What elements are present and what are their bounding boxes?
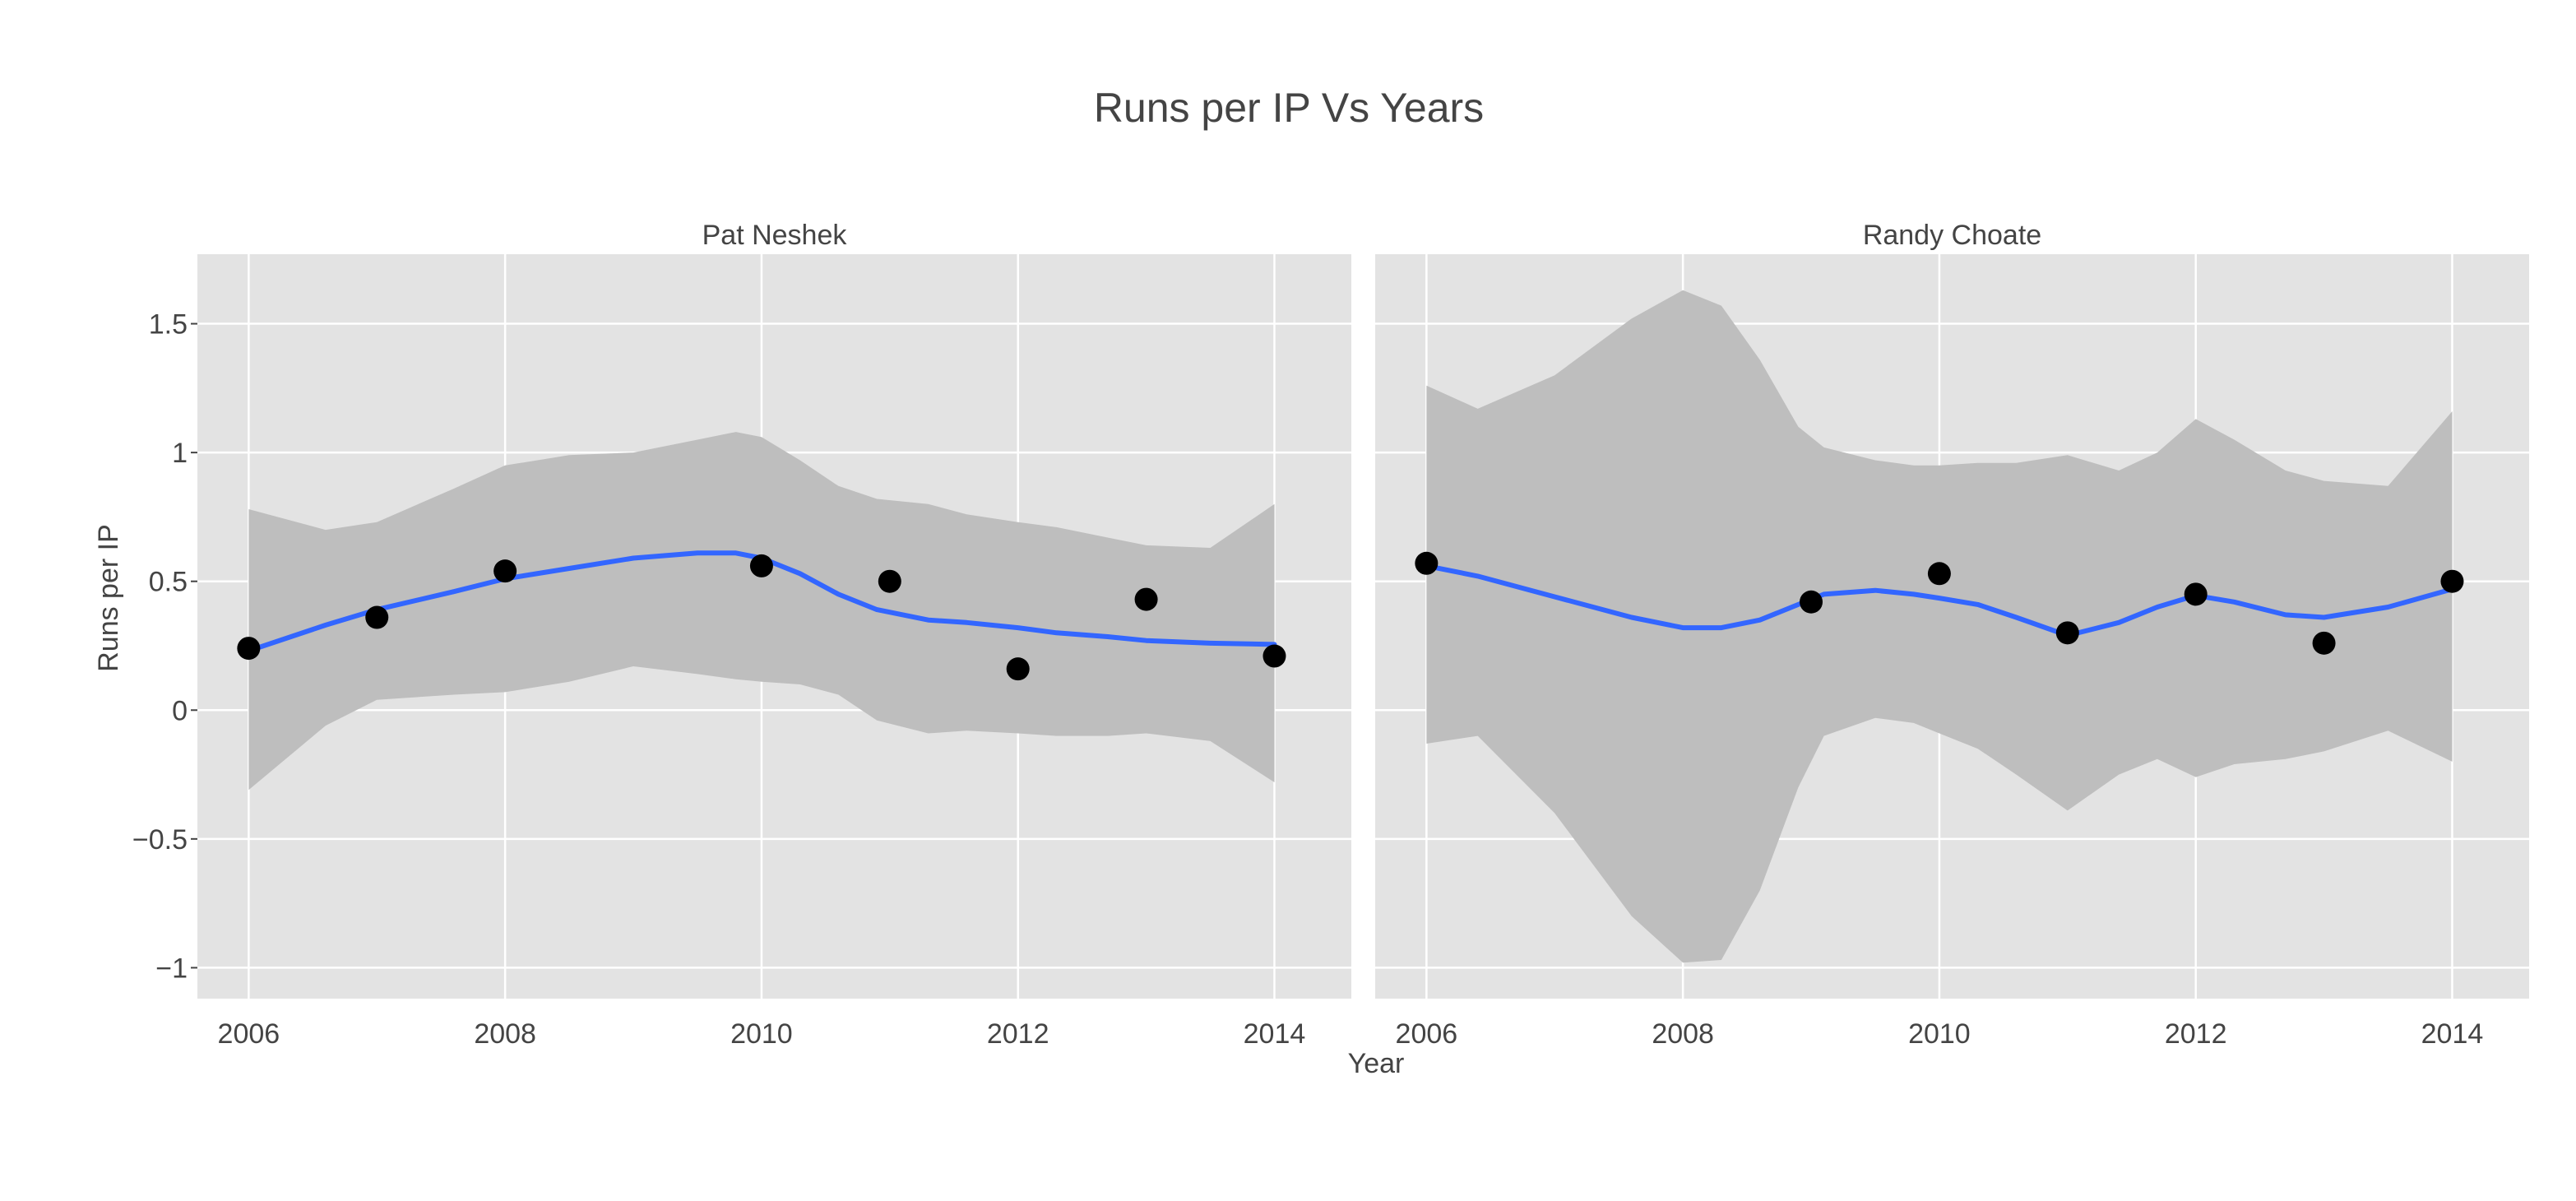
data-point [1006,657,1030,681]
data-point [1415,551,1439,575]
data-point [2440,569,2464,593]
data-point [493,559,517,583]
x-tick-label: 2008 [474,1018,536,1050]
panel-strip-label: Randy Choate [1863,220,2041,251]
y-tick-label: 1 [172,438,188,469]
x-tick-label: 2010 [730,1018,793,1050]
panel-1: Pat Neshek 2006 2008 2010 2012 2014 [197,220,1351,1050]
data-point [749,554,773,577]
y-tick-label: −1 [155,953,188,984]
panel-strip-label: Pat Neshek [702,220,848,251]
chart-title: Runs per IP Vs Years [1094,85,1484,131]
x-tick-label: 2008 [1652,1018,1714,1050]
confidence-ribbon [248,432,1275,791]
panel-2: Randy Choate 2006 2008 2010 2012 2014 [1375,220,2529,1050]
y-tick-label: 1.5 [149,309,188,341]
data-point [237,637,261,661]
x-axis-title: Year [1348,1048,1405,1079]
x-tick-label: 2006 [218,1018,280,1050]
x-tick-label: 2014 [1244,1018,1306,1050]
data-point [1263,644,1286,668]
x-tick-label: 2012 [2165,1018,2227,1050]
y-tick-label: −0.5 [132,824,188,856]
x-tick-label: 2012 [987,1018,1049,1050]
y-tick-label: 0.5 [149,567,188,598]
data-point [1134,587,1158,611]
data-point [1927,562,1951,586]
y-axis-title: Runs per IP [93,524,124,672]
data-point [365,605,389,629]
x-tick-label: 2006 [1396,1018,1458,1050]
data-point [2055,621,2079,645]
data-point [1800,590,1823,614]
confidence-ribbon [1426,290,2453,963]
x-tick-label: 2010 [1908,1018,1971,1050]
data-point [878,569,901,593]
data-point [2312,631,2336,655]
smooth-line [1424,563,2455,638]
y-tick-label: 0 [172,695,188,726]
x-tick-label: 2014 [2421,1018,2484,1050]
smooth-line [246,550,1277,654]
data-point [2184,582,2208,606]
